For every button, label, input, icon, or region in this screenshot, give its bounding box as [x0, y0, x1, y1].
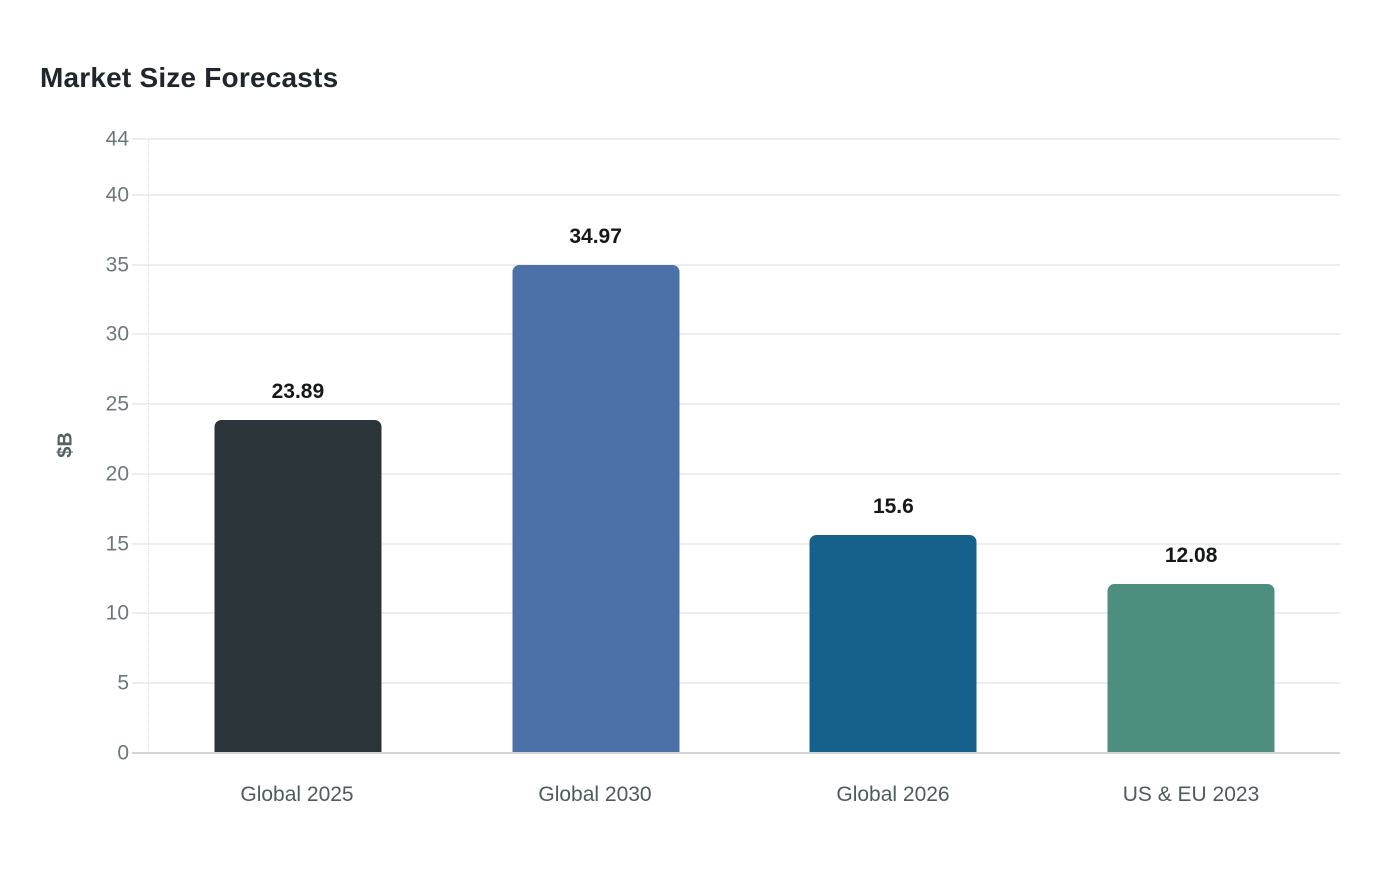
gridline-44: [132, 138, 1340, 140]
bar-2: [512, 265, 680, 753]
y-tick-label-0: 0: [117, 741, 129, 765]
bar-slot-4: 12.08: [1042, 139, 1340, 753]
chart-title: Market Size Forecasts: [40, 62, 339, 93]
bar-slot-2: 34.97: [447, 139, 745, 753]
y-tick-label-40: 40: [105, 183, 129, 207]
gridline-40: [132, 193, 1340, 196]
y-axis-label: $B: [54, 432, 77, 458]
bar-value-label-1: 23.89: [271, 379, 325, 403]
y-tick-label-30: 30: [105, 322, 129, 346]
x-category-label-4: US & EU 2023: [1122, 783, 1260, 806]
y-tick-label-44: 44: [105, 127, 129, 151]
plot-area: 0 5 10 15 20 25 30 35 40 44 23.89 34.97 15.6 12.08: [106, 129, 1340, 764]
gridline-25: [132, 403, 1340, 406]
gridline-35: [132, 263, 1340, 266]
bar-3: [809, 535, 977, 753]
x-axis-labels: Global 2025 Global 2030 Global 2026 US & EU…: [148, 783, 1340, 807]
bar-1: [214, 419, 382, 753]
x-category-label-3: Global 2026: [836, 783, 950, 806]
bar-slot-3: 15.6: [745, 139, 1043, 753]
x-axis-line: [132, 752, 1340, 754]
gridline-20: [132, 472, 1340, 475]
y-tick-label-10: 10: [105, 601, 129, 625]
gridline-5: [132, 682, 1340, 685]
gridline-30: [132, 333, 1340, 336]
y-tick-label-25: 25: [105, 392, 129, 416]
gridline-15: [132, 542, 1340, 545]
y-tick-label-20: 20: [105, 462, 129, 486]
gridline-10: [132, 612, 1340, 615]
bar-4: [1107, 584, 1275, 753]
y-tick-label-15: 15: [105, 532, 129, 556]
x-category-label-1: Global 2025: [240, 783, 354, 806]
bar-slot-1: 23.89: [149, 139, 447, 753]
bar-value-label-2: 34.97: [569, 225, 622, 249]
bar-value-label-4: 12.08: [1164, 544, 1218, 568]
y-tick-label-5: 5: [117, 671, 129, 695]
bar-value-label-3: 15.6: [872, 495, 914, 519]
x-category-label-2: Global 2030: [538, 783, 652, 806]
y-tick-label-35: 35: [105, 253, 129, 277]
